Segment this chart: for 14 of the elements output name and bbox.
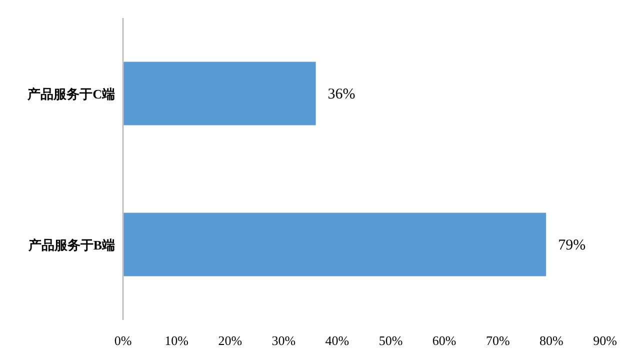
x-tick-label: 50% [378,333,403,348]
data-label: 79% [558,238,586,254]
x-tick-label: 70% [486,333,510,348]
y-tick-label: 产品服务于B端 [27,238,115,252]
x-tick-label: 80% [540,333,564,348]
x-tick-label: 10% [164,333,189,348]
x-tick-label: 30% [272,333,296,348]
data-label: 36% [328,86,356,102]
x-tick-label: 40% [325,333,350,348]
x-tick-label: 60% [432,333,456,348]
x-tick-label: 20% [218,333,242,348]
x-tick-label: 90% [593,333,618,348]
x-tick-label: 0% [114,333,132,348]
y-tick-label: 产品服务于C端 [26,86,115,102]
